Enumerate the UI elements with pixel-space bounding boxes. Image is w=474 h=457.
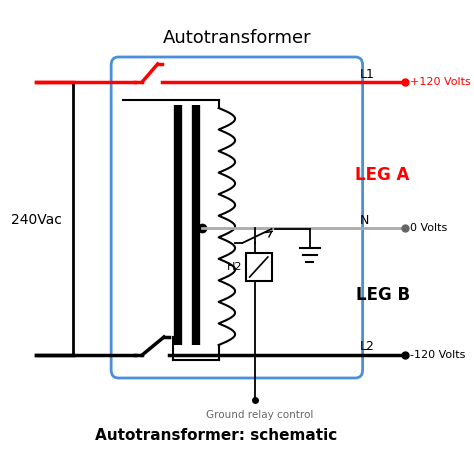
Text: N: N <box>360 213 369 227</box>
Text: -120 Volts: -120 Volts <box>410 350 465 360</box>
Text: Autotransformer: Autotransformer <box>163 29 311 47</box>
Text: H2: H2 <box>227 262 242 272</box>
Text: Autotransformer: schematic: Autotransformer: schematic <box>95 427 337 442</box>
Text: +120 Volts: +120 Volts <box>410 77 471 87</box>
Text: 0 Volts: 0 Volts <box>410 223 447 233</box>
Text: LEG B: LEG B <box>356 286 410 304</box>
Bar <box>246 253 272 281</box>
Text: 240Vac: 240Vac <box>11 213 62 227</box>
Text: L1: L1 <box>360 68 375 80</box>
Text: Ground relay control: Ground relay control <box>206 410 313 420</box>
Text: LEG A: LEG A <box>356 166 410 184</box>
Text: L2: L2 <box>360 340 375 354</box>
